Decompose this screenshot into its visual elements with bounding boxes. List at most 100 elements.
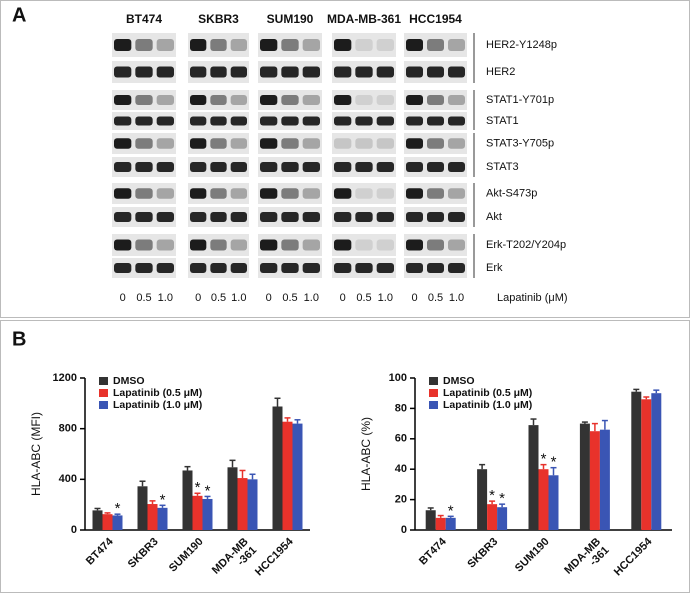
blot-band <box>355 95 373 105</box>
dose-label: 0.5 <box>428 292 443 304</box>
blot-band <box>135 239 153 251</box>
bar <box>227 467 238 530</box>
blot-band <box>334 95 352 105</box>
blot-band <box>334 212 352 222</box>
dose-label: 1.0 <box>231 292 246 304</box>
blot-band <box>376 263 394 273</box>
blot-band <box>448 263 465 273</box>
blot-band <box>190 39 207 51</box>
blot-band <box>260 263 278 273</box>
blot-band <box>355 39 373 51</box>
blot-band <box>260 66 278 78</box>
dose-label: 0 <box>195 292 201 304</box>
blot-band <box>376 239 394 251</box>
blot-band <box>260 39 278 51</box>
blot-band <box>135 116 153 126</box>
protein-label: Akt <box>486 211 502 223</box>
blot-band <box>210 138 227 149</box>
dose-label: 0 <box>411 292 417 304</box>
blot-band <box>334 66 352 78</box>
protein-label: STAT1 <box>486 115 519 127</box>
blot-band <box>230 138 247 149</box>
significance-mark: * <box>489 487 495 504</box>
blot-band <box>302 263 320 273</box>
blot-band <box>156 116 174 126</box>
blot-band <box>190 239 207 251</box>
blot-band <box>406 138 423 149</box>
bar <box>651 393 662 530</box>
blot-band <box>448 239 465 251</box>
protein-label: Akt-S473p <box>486 187 537 199</box>
blot-band <box>302 116 320 126</box>
blot-band <box>281 239 299 251</box>
dose-axis-label: Lapatinib (μM) <box>497 292 568 304</box>
y-tick-label: 800 <box>59 423 77 435</box>
bar <box>528 425 539 530</box>
blot-band <box>210 188 227 199</box>
legend-label: Lapatinib (0.5 μM) <box>443 387 532 399</box>
bar <box>192 495 203 530</box>
blot-band <box>210 212 227 222</box>
blot-band <box>355 263 373 273</box>
blot-band <box>355 162 373 172</box>
significance-mark: * <box>541 451 547 468</box>
blot-band <box>281 95 299 105</box>
blot-band <box>114 66 132 78</box>
bar <box>182 470 193 530</box>
blot-band <box>334 138 352 149</box>
bar <box>477 469 488 530</box>
blot-band <box>302 138 320 149</box>
dose-label: 1.0 <box>378 292 393 304</box>
blot-band <box>190 188 207 199</box>
blot-band <box>448 138 465 149</box>
blot-band <box>156 239 174 251</box>
blot-band <box>114 239 132 251</box>
legend-label: DMSO <box>113 375 145 387</box>
blot-band <box>427 39 444 51</box>
blot-band <box>376 116 394 126</box>
blot-band <box>406 239 423 251</box>
blot-band <box>302 212 320 222</box>
bar <box>102 514 113 530</box>
blot-band <box>281 162 299 172</box>
blot-band <box>156 138 174 149</box>
blot-band <box>230 66 247 78</box>
blot-band <box>427 95 444 105</box>
bar <box>538 469 549 530</box>
blot-band <box>135 95 153 105</box>
blot-band <box>210 239 227 251</box>
blot-band <box>355 239 373 251</box>
blot-band <box>448 66 465 78</box>
blot-band <box>281 116 299 126</box>
blot-band <box>355 116 373 126</box>
bar <box>579 423 590 530</box>
blot-band <box>406 188 423 199</box>
legend-label: DMSO <box>443 375 475 387</box>
blot-band <box>190 138 207 149</box>
blot-band <box>448 212 465 222</box>
legend-label: Lapatinib (1.0 μM) <box>113 399 202 411</box>
dose-label: 0.5 <box>211 292 226 304</box>
bar <box>237 478 248 530</box>
blot-band <box>260 162 278 172</box>
y-tick-label: 1200 <box>53 372 77 384</box>
protein-label: STAT1-Y701p <box>486 94 554 106</box>
blot-band <box>448 39 465 51</box>
blot-band <box>190 66 207 78</box>
legend-label: Lapatinib (1.0 μM) <box>443 399 532 411</box>
significance-mark: * <box>551 454 557 471</box>
dose-label: 0 <box>120 292 126 304</box>
blot-band <box>210 116 227 126</box>
blot-band <box>406 162 423 172</box>
blot-band <box>114 188 132 199</box>
legend-swatch <box>429 377 438 385</box>
dose-label: 1.0 <box>158 292 173 304</box>
blot-band <box>334 39 352 51</box>
dose-label: 0.5 <box>282 292 297 304</box>
y-axis-label: HLA-ABC (%) <box>359 417 373 491</box>
blot-band <box>376 95 394 105</box>
blot-band <box>260 239 278 251</box>
blot-band <box>230 239 247 251</box>
blot-band <box>114 95 132 105</box>
legend-swatch <box>99 377 108 385</box>
